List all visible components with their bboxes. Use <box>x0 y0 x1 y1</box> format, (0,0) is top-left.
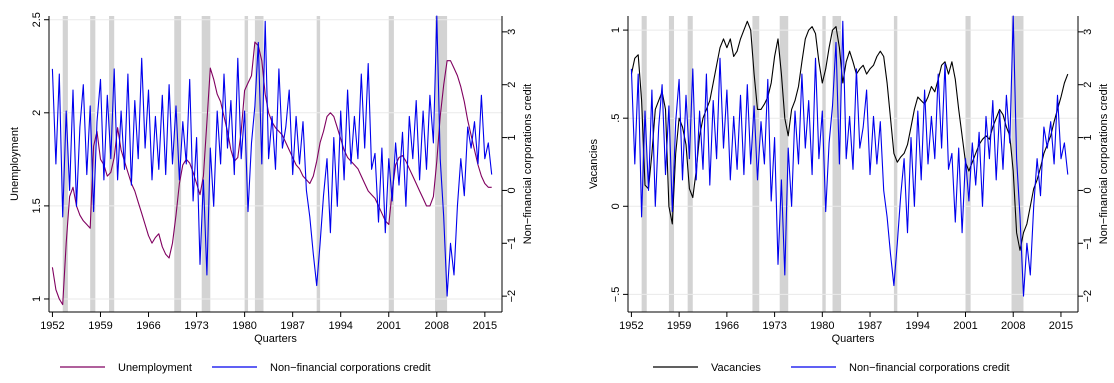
x-tick-label: 1959 <box>667 320 691 332</box>
recession-band <box>1011 16 1024 312</box>
recession-band <box>201 16 211 312</box>
y2-tick-label: −2 <box>1082 290 1094 303</box>
x-tick-label: 2015 <box>1049 320 1073 332</box>
legend-label: Vacancies <box>711 362 761 374</box>
x-tick-label: 1959 <box>88 320 112 332</box>
recession-band <box>752 16 760 312</box>
x-tick-label: 1980 <box>232 320 256 332</box>
y-tick-label: 1.5 <box>31 198 43 213</box>
y-tick-label: .5 <box>610 114 622 123</box>
x-tick-label: 2001 <box>953 320 977 332</box>
legend-label: Non−financial corporations credit <box>849 362 1010 374</box>
x-tick-label: 1952 <box>619 320 643 332</box>
x-tick-label: 1973 <box>184 320 208 332</box>
recession-band <box>779 16 789 312</box>
y2-tick-label: 0 <box>506 187 518 193</box>
legend-label: Non−financial corporations credit <box>270 362 431 374</box>
recession-band <box>893 16 898 312</box>
x-tick-label: 1966 <box>136 320 160 332</box>
recession-band <box>62 16 68 312</box>
y-tick-label: 0 <box>610 203 622 209</box>
y-tick-label: 1 <box>610 27 622 33</box>
y-axis-title: Vacancies <box>588 139 600 189</box>
x-tick-label: 1994 <box>906 320 930 332</box>
x-tick-label: 1987 <box>280 320 304 332</box>
y2-axis-title: Non−financial corporations credit <box>522 84 534 245</box>
y2-tick-label: 1 <box>1082 135 1094 141</box>
x-tick-label: 1952 <box>40 320 64 332</box>
recession-band <box>668 16 675 312</box>
y-tick-label: −.5 <box>610 287 622 303</box>
recession-band <box>687 16 693 312</box>
series-line-vacancies <box>630 20 1069 251</box>
chart-panel-unemployment: 1952 1959 1966 1973 1980 1987 1994 2001 2008 2015… <box>9 12 534 374</box>
y2-axis-title: Non−financial corporations credit <box>1098 84 1110 245</box>
x-tick-label: 1973 <box>762 320 786 332</box>
x-tick-label: 1987 <box>858 320 882 332</box>
y2-tick-label: 2 <box>1082 82 1094 88</box>
series-line-non-financial-corporations-credit <box>51 15 493 297</box>
x-tick-label: 2015 <box>473 320 497 332</box>
recession-band <box>832 16 842 312</box>
y2-tick-label: 3 <box>506 29 518 35</box>
x-axis-title: Quarters <box>832 333 875 345</box>
recession-band <box>254 16 264 312</box>
y-tick-label: 2 <box>31 110 43 116</box>
x-tick-label: 1980 <box>810 320 834 332</box>
recession-band <box>174 16 182 312</box>
x-tick-label: 2008 <box>1001 320 1025 332</box>
y2-tick-label: −2 <box>506 290 518 303</box>
x-tick-label: 2001 <box>377 320 401 332</box>
chart-panel-vacancies: 1952 1959 1966 1973 1980 1987 1994 2001 2008 2015… <box>588 15 1110 374</box>
x-tick-label: 2008 <box>425 320 449 332</box>
y-tick-label: 1 <box>31 296 43 302</box>
recession-band <box>316 16 321 312</box>
y2-tick-label: 2 <box>506 82 518 88</box>
recession-band <box>388 16 394 312</box>
x-tick-label: 1966 <box>715 320 739 332</box>
y2-tick-label: −1 <box>506 237 518 250</box>
y2-tick-label: 0 <box>1082 187 1094 193</box>
y-tick-label: 2.5 <box>31 12 43 27</box>
series-line-non-financial-corporations-credit <box>630 15 1069 297</box>
y2-tick-label: 1 <box>506 135 518 141</box>
recession-band <box>109 16 115 312</box>
legend-label: Unemployment <box>118 362 192 374</box>
y2-tick-label: −1 <box>1082 237 1094 250</box>
y2-tick-label: 3 <box>1082 29 1094 35</box>
recession-band <box>965 16 971 312</box>
x-tick-label: 1994 <box>328 320 352 332</box>
x-axis-title: Quarters <box>254 333 297 345</box>
y-axis-title: Unemployment <box>9 127 21 201</box>
